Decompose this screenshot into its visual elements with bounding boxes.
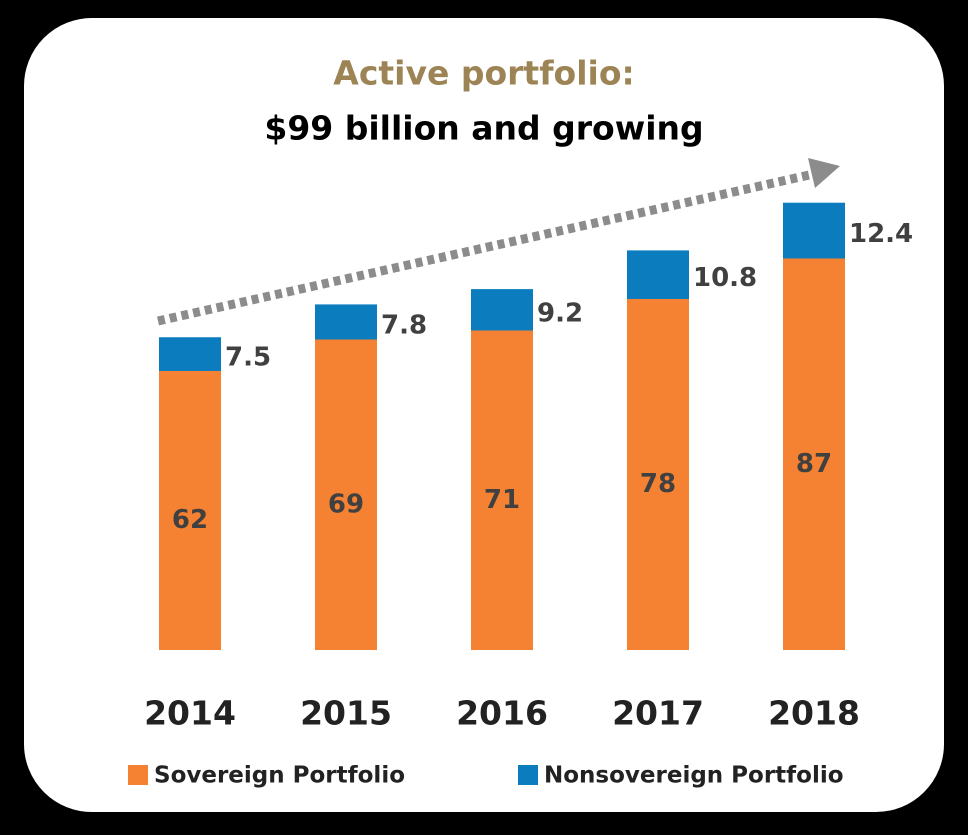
x-tick-label: 2018 [768, 694, 860, 733]
chart-title: Active portfolio: [333, 54, 634, 93]
chart-subtitle: $99 billion and growing [264, 109, 703, 148]
value-label: 62 [172, 505, 208, 535]
value-label: 12.4 [849, 219, 913, 249]
x-tick-label: 2016 [456, 694, 548, 733]
bar-segment [783, 258, 845, 650]
value-label: 87 [796, 449, 832, 479]
legend-label: Nonsovereign Portfolio [544, 763, 844, 789]
bar-segment [315, 304, 377, 340]
legend-swatch [128, 765, 148, 785]
value-label: 7.5 [225, 343, 271, 373]
value-label: 7.8 [381, 310, 427, 340]
legend-swatch [518, 765, 538, 785]
bar-segment [783, 202, 845, 259]
value-label: 69 [328, 489, 364, 519]
bar-segment [159, 337, 221, 371]
value-label: 9.2 [537, 298, 583, 328]
bar-segment [159, 371, 221, 650]
bar-segment [315, 339, 377, 650]
value-label: 71 [484, 485, 520, 515]
value-label: 78 [640, 469, 676, 499]
bar-segment [627, 250, 689, 299]
trend-arrow [157, 168, 819, 326]
value-label: 10.8 [693, 263, 757, 293]
bar-segment [627, 299, 689, 650]
x-tick-label: 2015 [300, 694, 392, 733]
trend-arrowhead [808, 158, 840, 188]
bar-segment [471, 330, 533, 650]
x-tick-label: 2014 [144, 694, 236, 733]
legend-label: Sovereign Portfolio [154, 763, 405, 789]
bar-segment [471, 289, 533, 331]
x-tick-label: 2017 [612, 694, 704, 733]
